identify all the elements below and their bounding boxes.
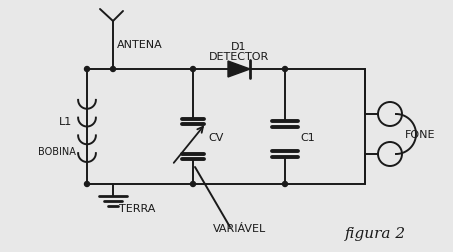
Text: VARIÁVEL: VARIÁVEL xyxy=(213,223,267,233)
Circle shape xyxy=(283,67,288,72)
Circle shape xyxy=(191,67,196,72)
Text: FONE: FONE xyxy=(405,130,435,139)
Text: D1: D1 xyxy=(231,42,247,52)
Text: DETECTOR: DETECTOR xyxy=(209,52,269,62)
Text: figura 2: figura 2 xyxy=(345,226,406,240)
Circle shape xyxy=(85,182,90,187)
Text: ANTENA: ANTENA xyxy=(117,40,163,50)
Text: CV: CV xyxy=(208,133,223,142)
Text: L1: L1 xyxy=(58,116,72,127)
Text: TERRA: TERRA xyxy=(119,203,155,213)
Circle shape xyxy=(85,67,90,72)
Circle shape xyxy=(111,67,116,72)
Circle shape xyxy=(283,182,288,187)
Text: BOBINA: BOBINA xyxy=(38,146,76,156)
Circle shape xyxy=(191,182,196,187)
Polygon shape xyxy=(228,62,250,78)
Text: C1: C1 xyxy=(300,133,315,142)
